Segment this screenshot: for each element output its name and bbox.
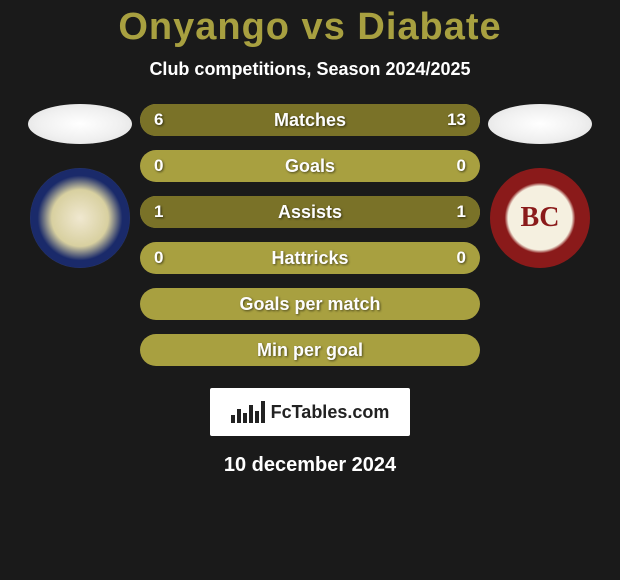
stat-value-left: 6 (154, 104, 163, 136)
stats-column: 6 13 Matches 0 0 Goals 1 1 Assists 0 0 Hattricks Goa… (140, 104, 480, 366)
stat-bar: 1 1 Assists (140, 196, 480, 228)
stat-value-right: 13 (447, 104, 466, 136)
stat-value-right: 0 (457, 242, 466, 274)
stat-bar: 6 13 Matches (140, 104, 480, 136)
fctables-badge[interactable]: FcTables.com (210, 388, 410, 436)
page-title: Onyango vs Diabate (118, 6, 501, 49)
stat-value-left: 0 (154, 150, 163, 182)
page-subtitle: Club competitions, Season 2024/2025 (149, 59, 470, 80)
right-player-column: BC (480, 104, 600, 366)
stat-bar: 0 0 Goals (140, 150, 480, 182)
right-crest-text: BC (521, 202, 560, 234)
right-player-photo (488, 104, 592, 144)
date-text: 10 december 2024 (224, 454, 396, 477)
stat-label: Goals per match (239, 294, 380, 315)
stat-bar: Min per goal (140, 334, 480, 366)
stat-label: Matches (274, 110, 346, 131)
stat-label: Assists (278, 202, 342, 223)
stat-value-right: 0 (457, 150, 466, 182)
compare-area: 6 13 Matches 0 0 Goals 1 1 Assists 0 0 Hattricks Goa… (0, 104, 620, 366)
stat-bar: Goals per match (140, 288, 480, 320)
stat-label: Min per goal (257, 340, 363, 361)
stat-value-left: 0 (154, 242, 163, 274)
left-player-photo (28, 104, 132, 144)
stat-value-right: 1 (457, 196, 466, 228)
left-player-column (20, 104, 140, 366)
stat-bar: 0 0 Hattricks (140, 242, 480, 274)
fctables-bars-icon (231, 401, 265, 423)
comparison-card: Onyango vs Diabate Club competitions, Se… (0, 0, 620, 580)
stat-label: Goals (285, 156, 335, 177)
fctables-label: FcTables.com (271, 402, 390, 423)
left-club-crest (30, 168, 130, 268)
stat-value-left: 1 (154, 196, 163, 228)
right-club-crest: BC (490, 168, 590, 268)
stat-label: Hattricks (271, 248, 348, 269)
